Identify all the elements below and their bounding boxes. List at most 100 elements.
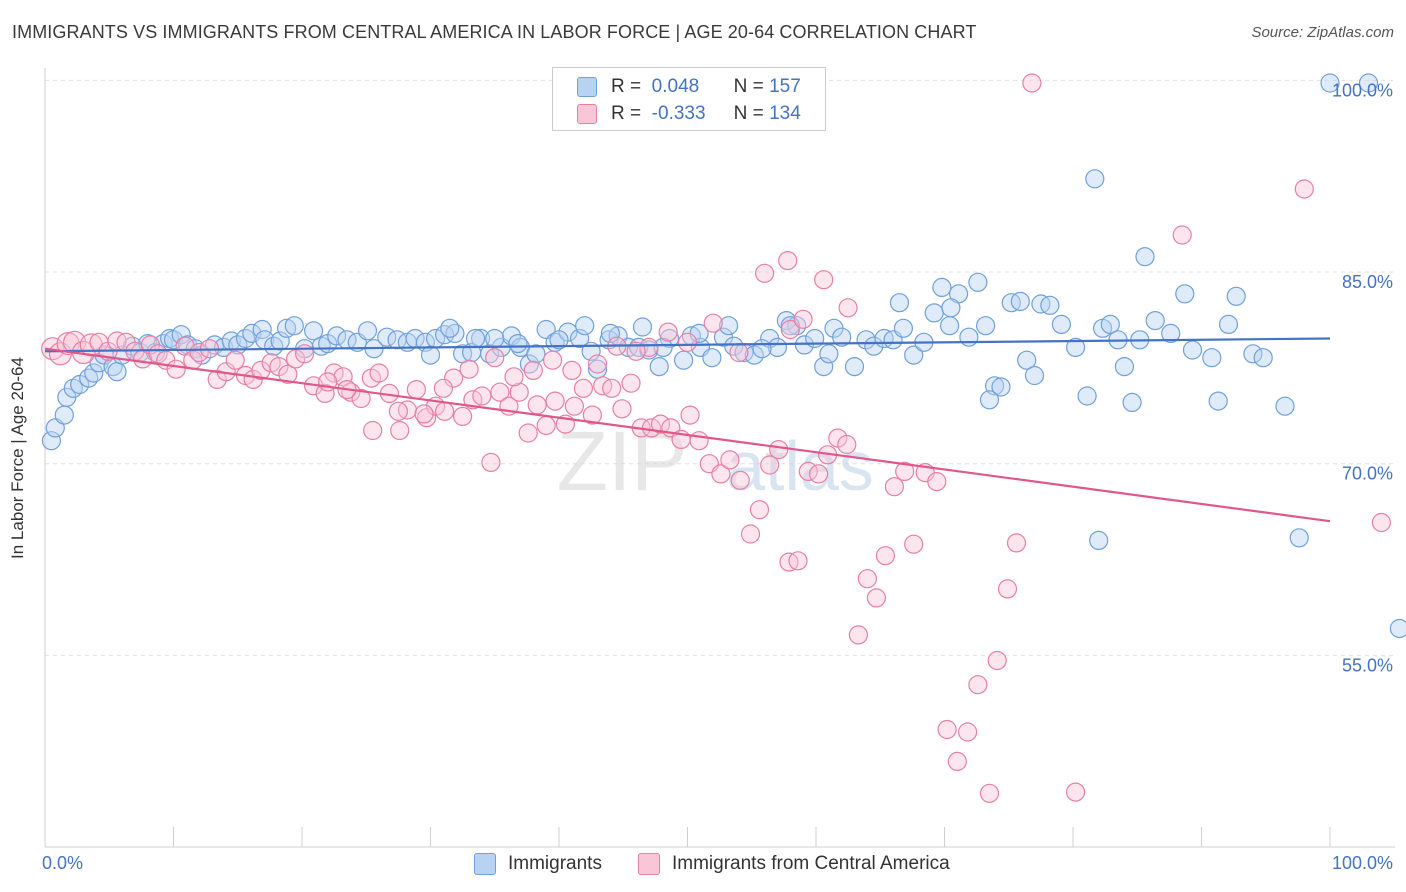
central-america-point-49 xyxy=(472,386,492,406)
trend-lines xyxy=(44,337,1331,523)
immigrants-point-35 xyxy=(284,316,304,336)
central-america-point-53 xyxy=(509,382,529,402)
central-america-point-82 xyxy=(788,551,808,571)
central-america-point-79 xyxy=(760,455,780,475)
immigrants-point-158 xyxy=(485,328,505,349)
legend-n-value: 157 xyxy=(769,76,801,97)
central-america-point-123 xyxy=(587,354,608,374)
central-america-point-91 xyxy=(875,546,896,566)
central-america-point-84 xyxy=(808,464,829,484)
central-america-point-22 xyxy=(225,350,245,370)
central-america-point-59 xyxy=(564,396,585,416)
central-america-point-90 xyxy=(866,588,887,608)
immigrants-point-64 xyxy=(569,328,590,349)
central-america-point-57 xyxy=(545,391,565,411)
immigrants-point-155 xyxy=(549,330,569,350)
immigrants-point-97 xyxy=(904,345,924,365)
central-america-point-74 xyxy=(711,464,731,484)
correlation-legend: R = 0.048 N = 157 R = -0.333 N = 134 xyxy=(552,67,826,131)
central-america-point-25 xyxy=(251,360,271,380)
x-tick-label-1: 100.0% xyxy=(1332,853,1393,873)
immigrants-point-72 xyxy=(649,357,669,377)
immigrants-point-149 xyxy=(718,316,739,336)
immigrants-point-2 xyxy=(54,405,74,425)
y-tick-label-0: 100.0% xyxy=(1332,80,1393,100)
axes xyxy=(44,68,1395,848)
central-america-point-120 xyxy=(639,337,659,357)
immigrants-point-79 xyxy=(724,336,744,356)
central-america-point-114 xyxy=(838,298,858,318)
central-america-point-117 xyxy=(703,313,723,333)
central-america-point-105 xyxy=(1065,782,1086,802)
immigrants-point-11 xyxy=(107,362,127,382)
central-america-point-111 xyxy=(778,251,798,271)
trend-line-immigrants xyxy=(44,337,1331,353)
zipatlas-watermark: ZIP atlas xyxy=(557,414,874,508)
immigrants-point-90 xyxy=(832,327,852,347)
central-america-point-77 xyxy=(740,524,761,544)
central-america-point-133 xyxy=(363,420,383,441)
central-america-point-45 xyxy=(435,401,455,421)
immigrants-point-116 xyxy=(1077,386,1097,406)
central-america-point-104 xyxy=(1006,533,1027,553)
central-america-point-50 xyxy=(481,452,501,472)
immigrants-point-81 xyxy=(744,345,764,365)
central-america-point-130 xyxy=(433,378,453,398)
immigrants-point-114 xyxy=(1051,314,1072,334)
immigrants-point-151 xyxy=(653,337,673,357)
chart-title: IMMIGRANTS VS IMMIGRANTS FROM CENTRAL AM… xyxy=(12,22,977,42)
central-america-point-113 xyxy=(814,270,834,290)
central-america-point-92 xyxy=(884,477,905,497)
immigrants-point-28 xyxy=(235,328,256,349)
central-america-point-89 xyxy=(857,569,878,589)
central-america-point-131 xyxy=(414,404,434,424)
central-america-point-46 xyxy=(444,368,464,388)
central-america-point-115 xyxy=(1022,73,1042,93)
immigrants-point-99 xyxy=(924,303,944,323)
tick-labels: 100.0% 85.0% 70.0% 55.0% 0.0% 100.0% xyxy=(42,80,1393,873)
legend-r-label: R = xyxy=(611,103,642,124)
legend-row-immigrants: R = 0.048 N = 157 xyxy=(577,74,801,100)
central-america-point-107 xyxy=(1294,179,1314,199)
bottom-legend-swatch-immigrants xyxy=(474,853,496,875)
immigrants-point-34 xyxy=(277,318,297,338)
immigrants-point-156 xyxy=(526,344,546,364)
central-america-point-56 xyxy=(536,415,556,435)
x-tick-label-0: 0.0% xyxy=(42,853,83,873)
watermark-atlas: atlas xyxy=(726,427,874,505)
immigrants-point-52 xyxy=(445,323,465,343)
central-america-point-38 xyxy=(369,363,389,383)
immigrants-point-127 xyxy=(1175,284,1195,304)
immigrants-point-96 xyxy=(893,318,914,338)
immigrants-point-145 xyxy=(889,293,910,313)
immigrants-point-93 xyxy=(864,336,884,356)
legend-swatch-immigrants xyxy=(577,77,597,97)
central-america-point-60 xyxy=(573,378,594,398)
immigrants-point-101 xyxy=(939,316,960,336)
immigrants-point-148 xyxy=(752,339,772,359)
immigrants-point-133 xyxy=(1243,344,1263,364)
immigrants-point-159 xyxy=(465,328,486,349)
immigrants-point-87 xyxy=(805,328,825,349)
central-america-point-101 xyxy=(979,783,1000,803)
central-america-point-99 xyxy=(957,722,978,742)
central-america-point-118 xyxy=(677,332,698,352)
central-america-point-106 xyxy=(1172,225,1192,245)
central-america-point-29 xyxy=(286,349,306,369)
central-america-point-88 xyxy=(848,625,869,645)
watermark-zip: ZIP xyxy=(557,414,688,508)
central-america-point-132 xyxy=(388,401,408,421)
source-label: Source: ZipAtlas.com xyxy=(1251,24,1394,41)
central-america-point-63 xyxy=(602,378,622,398)
immigrants-point-152 xyxy=(632,317,653,337)
immigrants-point-77 xyxy=(702,348,722,368)
central-america-point-55 xyxy=(527,395,547,415)
immigrants-point-7 xyxy=(84,363,104,383)
immigrants-point-121 xyxy=(1114,357,1135,377)
legend-row-central-america: R = -0.333 N = 134 xyxy=(577,101,801,127)
central-america-point-103 xyxy=(997,579,1018,599)
central-america-point-36 xyxy=(351,388,371,409)
y-tick-label-3: 55.0% xyxy=(1342,655,1393,675)
central-america-point-124 xyxy=(562,360,582,380)
